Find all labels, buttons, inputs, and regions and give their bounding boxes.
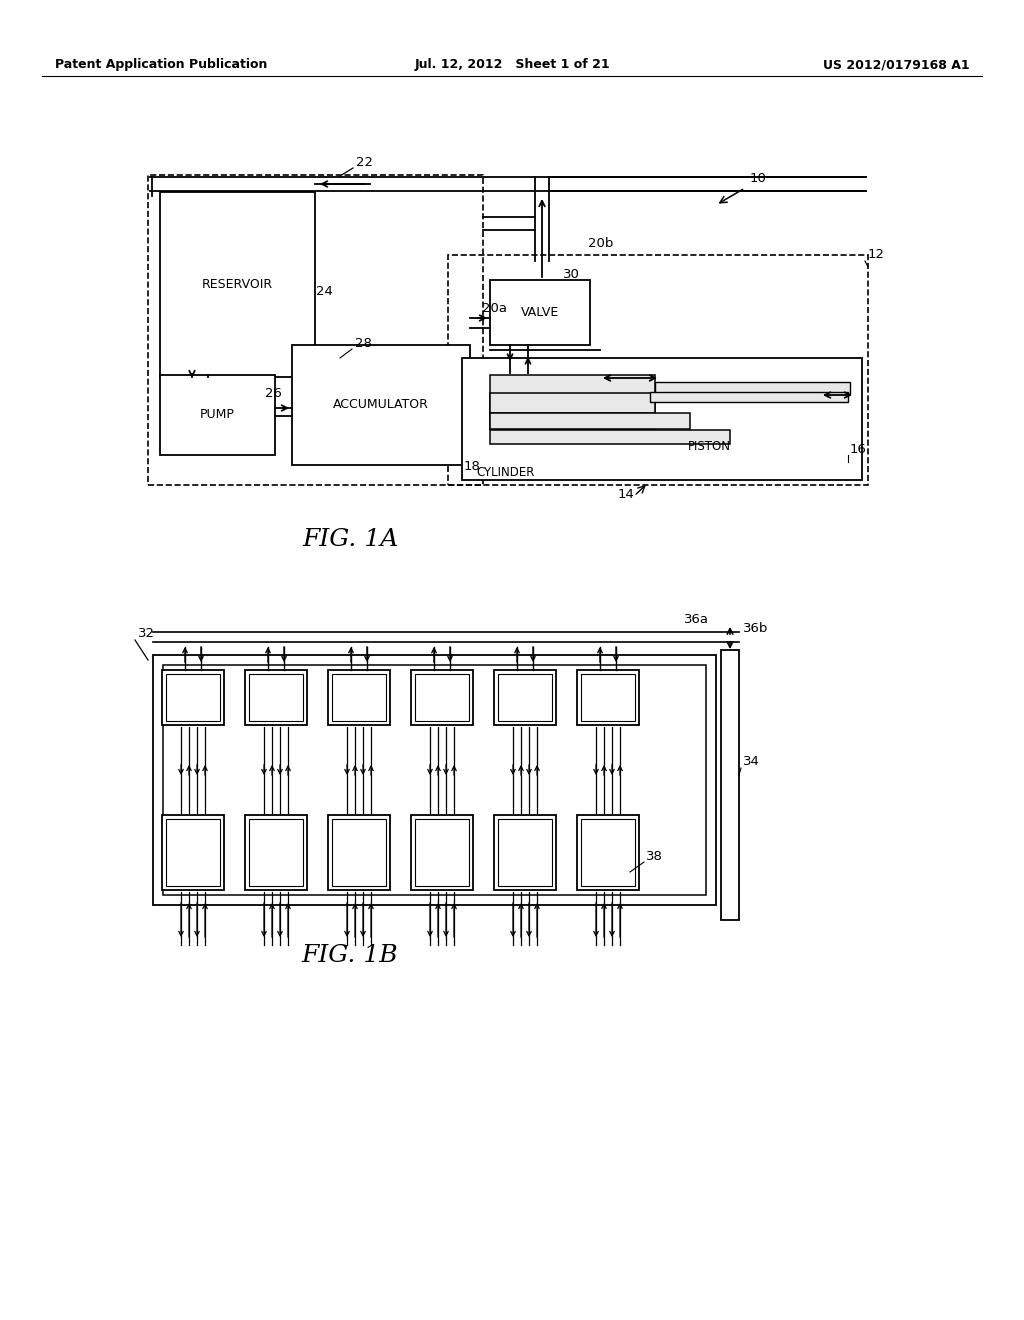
Bar: [494, 671, 556, 725]
Bar: [490, 280, 590, 345]
Text: PISTON: PISTON: [688, 441, 731, 454]
Text: 30: 30: [563, 268, 580, 281]
Bar: [490, 413, 690, 429]
Bar: [153, 655, 716, 906]
Text: 38: 38: [646, 850, 663, 863]
Text: 20a: 20a: [482, 302, 507, 315]
Bar: [166, 818, 220, 886]
Bar: [245, 671, 307, 725]
Bar: [655, 381, 850, 393]
Bar: [449, 255, 868, 484]
Bar: [490, 397, 655, 413]
Bar: [490, 375, 655, 397]
Text: 28: 28: [355, 337, 372, 350]
Bar: [160, 375, 275, 455]
Bar: [462, 358, 862, 480]
Text: VALVE: VALVE: [521, 306, 559, 319]
Text: 32: 32: [138, 627, 155, 640]
Bar: [162, 671, 224, 725]
Text: 14: 14: [618, 488, 635, 502]
Text: 18: 18: [464, 459, 481, 473]
Text: US 2012/0179168 A1: US 2012/0179168 A1: [823, 58, 970, 71]
Text: 22: 22: [356, 156, 373, 169]
Bar: [490, 413, 655, 429]
Bar: [650, 392, 848, 403]
Text: 16: 16: [850, 444, 867, 455]
Bar: [245, 814, 307, 890]
Text: 20b: 20b: [588, 238, 613, 249]
Bar: [581, 675, 635, 721]
Bar: [581, 818, 635, 886]
Text: 26: 26: [265, 387, 282, 400]
Bar: [721, 649, 739, 920]
Bar: [577, 814, 639, 890]
Text: RESERVOIR: RESERVOIR: [202, 279, 273, 290]
Text: FIG. 1B: FIG. 1B: [302, 944, 398, 966]
Text: Jul. 12, 2012   Sheet 1 of 21: Jul. 12, 2012 Sheet 1 of 21: [414, 58, 610, 71]
Bar: [411, 671, 473, 725]
Bar: [494, 814, 556, 890]
Bar: [249, 818, 303, 886]
Bar: [498, 818, 552, 886]
Text: 24: 24: [316, 285, 333, 298]
Text: FIG. 1A: FIG. 1A: [302, 528, 398, 552]
Bar: [332, 675, 386, 721]
Text: CYLINDER: CYLINDER: [476, 466, 535, 479]
Bar: [577, 671, 639, 725]
Text: 36b: 36b: [743, 622, 768, 635]
Bar: [160, 191, 315, 378]
Text: ACCUMULATOR: ACCUMULATOR: [333, 399, 429, 412]
Bar: [148, 176, 483, 484]
Bar: [328, 671, 390, 725]
Bar: [328, 814, 390, 890]
Bar: [490, 393, 655, 418]
Bar: [166, 675, 220, 721]
Bar: [415, 818, 469, 886]
Bar: [415, 675, 469, 721]
Bar: [490, 430, 730, 444]
Bar: [411, 814, 473, 890]
Bar: [498, 675, 552, 721]
Text: PUMP: PUMP: [200, 408, 234, 421]
Bar: [162, 814, 224, 890]
Text: 12: 12: [868, 248, 885, 261]
Bar: [249, 675, 303, 721]
Text: Patent Application Publication: Patent Application Publication: [55, 58, 267, 71]
Text: 10: 10: [750, 172, 767, 185]
Bar: [163, 665, 706, 895]
Text: 36a: 36a: [684, 612, 709, 626]
Bar: [332, 818, 386, 886]
Bar: [292, 345, 470, 465]
Text: 34: 34: [743, 755, 760, 768]
